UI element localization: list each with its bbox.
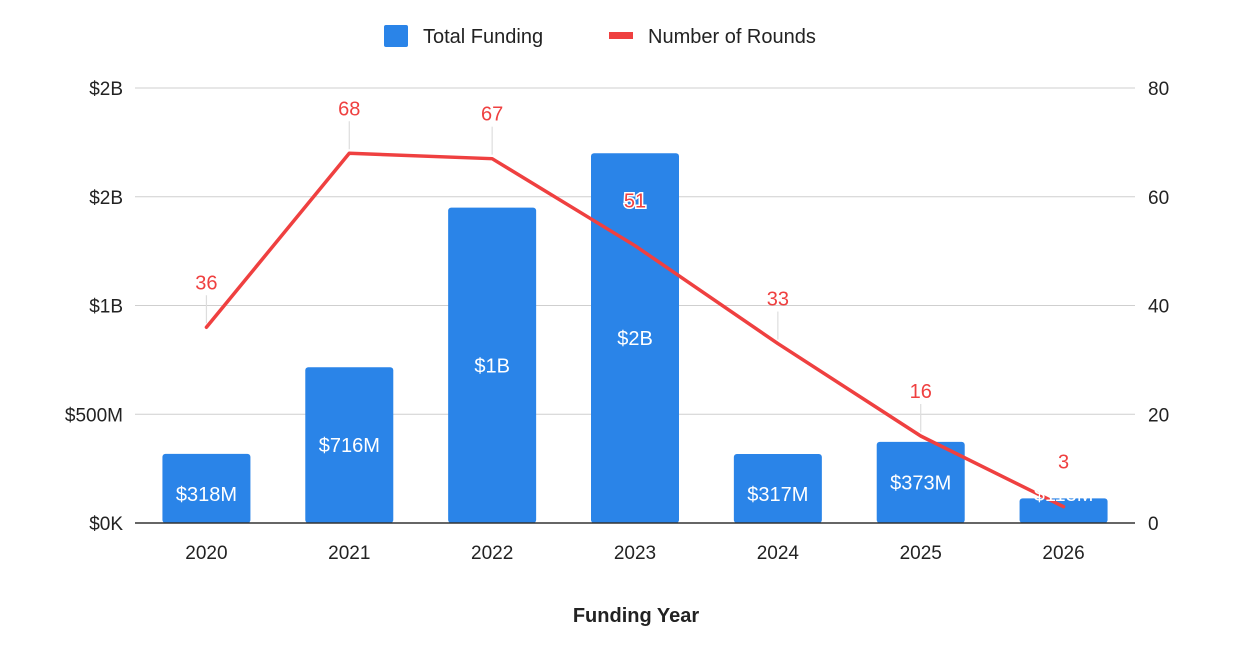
line-series — [204, 151, 1066, 509]
data-labels: $318M $716M $1B $2B $317M $373M $113M 36 68 67 51 3… — [176, 98, 1094, 506]
line-point-label: 51 — [624, 191, 646, 213]
axes: $0K $500M $1B $2B $2B 0 20 40 60 80 2020 2021 2022 20… — [65, 79, 1169, 564]
legend-swatch-total-funding — [384, 25, 408, 47]
bar-value-label: $317M — [747, 484, 808, 506]
bar-value-label: $2B — [617, 328, 653, 350]
x-tick-label: 2025 — [900, 543, 942, 564]
bar-value-label: $716M — [319, 435, 380, 457]
x-tick-label: 2021 — [328, 543, 370, 564]
y-left-tick-label: $0K — [89, 514, 123, 535]
y-right-tick-label: 80 — [1148, 79, 1169, 100]
y-right-tick-label: 0 — [1148, 514, 1159, 535]
y-right-tick-label: 60 — [1148, 188, 1169, 209]
legend: Total Funding Number of Rounds — [384, 25, 816, 48]
bar-2025 — [876, 441, 965, 523]
legend-label-number-of-rounds: Number of Rounds — [648, 26, 816, 48]
x-tick-label: 2022 — [471, 543, 513, 564]
bar-2026 — [1019, 498, 1108, 523]
line-point-label: 16 — [910, 381, 932, 403]
y-left-tick-label: $1B — [89, 297, 123, 318]
line-point-label: 3 — [1058, 452, 1069, 474]
bar-2020 — [162, 453, 251, 523]
y-left-tick-label: $500M — [65, 405, 123, 426]
bar-2024 — [733, 454, 822, 523]
legend-swatch-number-of-rounds — [609, 32, 633, 39]
line-point-label: 67 — [481, 104, 503, 126]
bars — [162, 153, 1108, 523]
y-right-tick-label: 40 — [1148, 297, 1169, 318]
line-number-of-rounds — [204, 151, 1066, 509]
y-left-tick-label: $2B — [89, 188, 123, 209]
x-tick-label: 2026 — [1042, 543, 1084, 564]
bar-value-label: $318M — [176, 484, 237, 506]
bar-value-label: $113M — [1034, 484, 1094, 506]
bar-2023 — [591, 153, 679, 523]
x-tick-label: 2020 — [185, 543, 227, 564]
x-tick-label: 2023 — [614, 543, 656, 564]
x-tick-label: 2024 — [757, 543, 800, 564]
bar-2021 — [305, 367, 394, 523]
line-point-label: 36 — [195, 272, 217, 294]
x-axis-title: Funding Year — [573, 605, 700, 627]
bar-value-label: $373M — [890, 472, 951, 494]
y-right-tick-label: 20 — [1148, 405, 1169, 426]
bar-2022 — [448, 207, 537, 523]
legend-label-total-funding: Total Funding — [423, 26, 543, 48]
line-point-label: 68 — [338, 98, 360, 120]
y-left-tick-label: $2B — [89, 79, 123, 100]
line-point-label: 33 — [767, 289, 789, 311]
bar-value-label: $1B — [474, 355, 510, 377]
